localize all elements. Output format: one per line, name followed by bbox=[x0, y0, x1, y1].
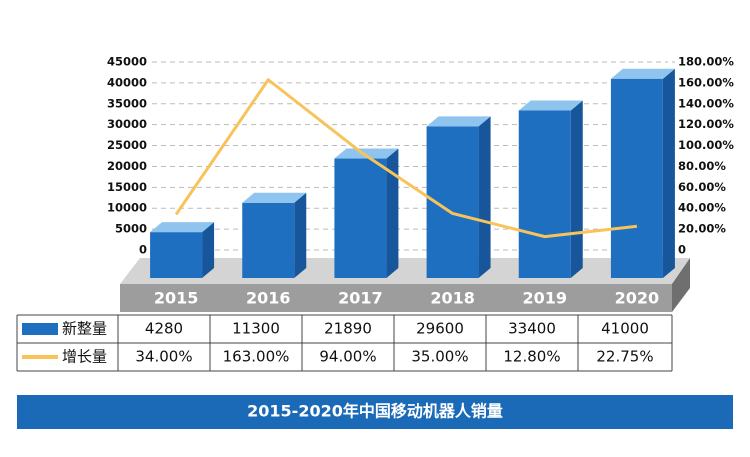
table-cell: 4280 bbox=[145, 320, 183, 338]
y2-tick-label: 120.00% bbox=[678, 117, 734, 131]
bar bbox=[518, 110, 571, 278]
y-tick-label: 40000 bbox=[107, 75, 147, 89]
y2-tick-label: 140.00% bbox=[678, 96, 734, 110]
bar bbox=[150, 232, 203, 278]
table-cell: 34.00% bbox=[135, 348, 192, 366]
table-cell: 22.75% bbox=[596, 348, 653, 366]
x-tick-label: 2016 bbox=[246, 289, 291, 308]
line bbox=[174, 78, 638, 239]
y2-tick-label: 0 bbox=[678, 243, 686, 257]
bar-side bbox=[202, 222, 215, 278]
bar bbox=[334, 158, 387, 278]
y-tick-label: 10000 bbox=[107, 201, 147, 215]
y2-tick-label: 160.00% bbox=[678, 75, 734, 89]
bar-side bbox=[662, 68, 675, 278]
legend-label: 新整量 bbox=[62, 320, 107, 338]
table-cell: 33400 bbox=[508, 320, 556, 338]
y-tick-label: 0 bbox=[139, 243, 147, 257]
bar-top bbox=[150, 222, 215, 233]
bar bbox=[242, 202, 295, 278]
table-cell: 163.00% bbox=[223, 348, 290, 366]
x-tick-label: 2019 bbox=[522, 289, 567, 308]
bar-side bbox=[386, 148, 399, 278]
title-bar bbox=[17, 395, 733, 429]
x-tick-label: 2015 bbox=[154, 289, 199, 308]
y2-tick-label: 100.00% bbox=[678, 138, 734, 152]
table-cell: 12.80% bbox=[503, 348, 560, 366]
bar-side bbox=[478, 116, 491, 279]
legend-label: 增长量 bbox=[62, 348, 107, 366]
y-tick-label: 45000 bbox=[107, 55, 147, 69]
table-cell: 35.00% bbox=[411, 348, 468, 366]
bar bbox=[610, 78, 663, 278]
y2-tick-label: 40.00% bbox=[678, 201, 726, 215]
table-cell: 21890 bbox=[324, 320, 372, 338]
floor-side bbox=[672, 258, 690, 312]
floor-front bbox=[120, 284, 672, 312]
bar-top bbox=[334, 148, 399, 159]
y-tick-label: 5000 bbox=[115, 222, 147, 236]
chart-title: 2015-2020年中国移动机器人销量 bbox=[247, 402, 503, 421]
bar-side bbox=[294, 192, 307, 278]
x-tick-label: 2018 bbox=[430, 289, 475, 308]
y2-tick-label: 180.00% bbox=[678, 55, 734, 69]
bar-top bbox=[426, 116, 491, 127]
table-cell: 94.00% bbox=[319, 348, 376, 366]
y-tick-label: 30000 bbox=[107, 117, 147, 131]
bar-top bbox=[518, 100, 583, 111]
bar-top bbox=[610, 68, 675, 79]
x-tick-label: 2017 bbox=[338, 289, 383, 308]
y-tick-label: 20000 bbox=[107, 159, 147, 173]
y2-tick-label: 20.00% bbox=[678, 222, 726, 236]
bar-top bbox=[242, 192, 307, 203]
legend-swatch bbox=[22, 323, 58, 335]
y2-tick-label: 80.00% bbox=[678, 159, 726, 173]
bar-side bbox=[570, 100, 583, 278]
table-cell: 29600 bbox=[416, 320, 464, 338]
y-tick-label: 35000 bbox=[107, 96, 147, 110]
table-cell: 41000 bbox=[601, 320, 649, 338]
y2-tick-label: 60.00% bbox=[678, 180, 726, 194]
y-tick-label: 25000 bbox=[107, 138, 147, 152]
table-cell: 11300 bbox=[232, 320, 280, 338]
x-tick-label: 2020 bbox=[615, 289, 660, 308]
y-tick-label: 15000 bbox=[107, 180, 147, 194]
